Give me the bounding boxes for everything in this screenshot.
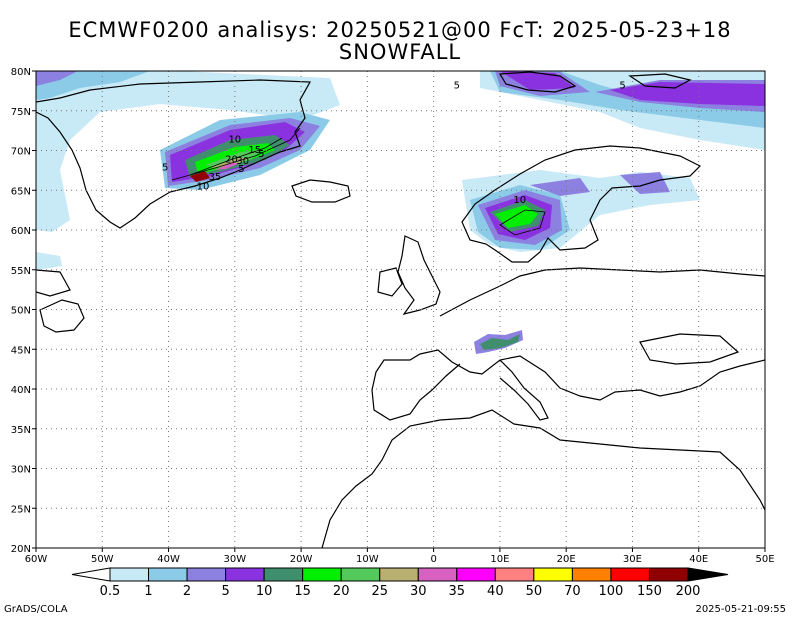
- lat-tick-label: 65N: [11, 186, 31, 197]
- contour-label: 10: [228, 135, 241, 146]
- contour-label: 30: [236, 156, 249, 167]
- contour-label: 15: [248, 145, 261, 156]
- lon-tick-label: 10W: [356, 554, 379, 565]
- colorbar-label: 100: [599, 584, 624, 599]
- colorbar-segment: [648, 567, 689, 582]
- colorbar-label: 40: [487, 584, 504, 599]
- map-frame: [35, 70, 766, 549]
- footer-timestamp: 2025-05-21-09:55: [695, 604, 786, 615]
- colorbar-segment: [225, 567, 265, 582]
- snowfall-contours: [171, 127, 546, 236]
- colorbar-label: 30: [410, 584, 427, 599]
- colorbar-segment: [379, 567, 419, 582]
- colorbar: 0.5 1 2 5 10 15 20 25 30 35 40 50 70 100 150 200: [71, 567, 729, 599]
- lon-tick-label: 50E: [755, 554, 774, 565]
- lat-tick-label: 70N: [11, 147, 31, 158]
- colorbar-label: 20: [333, 584, 350, 599]
- colorbar-segment: [456, 567, 496, 582]
- lat-tick-label: 35N: [11, 425, 31, 436]
- lat-tick-label: 30N: [11, 465, 31, 476]
- snowfall-shading: [36, 71, 765, 354]
- colorbar-segment: [186, 567, 227, 582]
- lat-tick-label: 55N: [11, 266, 31, 277]
- contour-label: 5: [258, 149, 264, 160]
- contour-label: 5: [619, 80, 625, 91]
- colorbar-label: 1: [144, 584, 152, 599]
- lat-tick-label: 50N: [11, 306, 31, 317]
- lon-tick-label: 40W: [157, 554, 180, 565]
- lon-tick-label: 30E: [623, 554, 642, 565]
- lat-tick-label: 60N: [11, 226, 31, 237]
- contour-label: 5: [162, 162, 168, 173]
- lon-tick-label: 20W: [290, 554, 313, 565]
- colorbar-segment: [148, 567, 188, 582]
- lon-tick-label: 50W: [91, 554, 114, 565]
- contour-label: 5: [238, 164, 244, 175]
- colorbar-label: 25: [371, 584, 388, 599]
- colorbar-label: 5: [221, 584, 229, 599]
- colorbar-upper-arrow: [687, 567, 729, 582]
- colorbar-segment: [610, 567, 650, 582]
- coastlines: [36, 71, 765, 548]
- lon-tick-label: 10E: [490, 554, 509, 565]
- colorbar-segment: [494, 567, 535, 582]
- map-subtitle: SNOWFALL: [338, 40, 462, 64]
- colorbar-segment: [263, 567, 304, 582]
- colorbar-segment: [109, 567, 150, 582]
- axis-ticks: 60W 50W 40W 30W 20W 10W 0 10E 20E 30E 40E 50E 20N 25N…: [11, 67, 775, 565]
- lon-tick-label: 20E: [557, 554, 576, 565]
- colorbar-label: 15: [294, 584, 311, 599]
- colorbar-lower-arrow: [71, 567, 111, 582]
- lat-tick-label: 25N: [11, 504, 31, 515]
- lat-tick-label: 40N: [11, 385, 31, 396]
- lon-tick-label: 30W: [224, 554, 247, 565]
- footer-credit: GrADS/COLA: [4, 604, 68, 615]
- colorbar-label: 0.5: [100, 584, 121, 599]
- lat-tick-label: 80N: [11, 67, 31, 78]
- colorbar-segment: [533, 567, 573, 582]
- colorbar-segment: [417, 567, 458, 582]
- contour-label: 5: [454, 80, 460, 91]
- contour-label: 20: [225, 154, 238, 165]
- colorbar-label: 35: [449, 584, 466, 599]
- contour-label: 10: [513, 195, 526, 206]
- colorbar-label: 200: [676, 584, 701, 599]
- lat-tick-label: 75N: [11, 107, 31, 118]
- graticule: [36, 71, 766, 548]
- colorbar-label: 50: [526, 584, 543, 599]
- colorbar-label: 2: [183, 584, 191, 599]
- contour-label: 10: [197, 181, 210, 192]
- contour-label: 35: [209, 172, 222, 183]
- colorbar-label: 150: [637, 584, 662, 599]
- colorbar-segment: [302, 567, 342, 582]
- colorbar-segment: [340, 567, 381, 582]
- lat-tick-label: 20N: [11, 544, 31, 555]
- colorbar-label: 70: [564, 584, 581, 599]
- map-title: ECMWF0200 analisys: 20250521@00 FcT: 202…: [68, 18, 732, 42]
- lat-tick-label: 45N: [11, 345, 31, 356]
- colorbar-label: 10: [256, 584, 273, 599]
- lon-tick-label: 0: [430, 554, 436, 565]
- colorbar-segment: [571, 567, 612, 582]
- lon-tick-label: 40E: [689, 554, 708, 565]
- lon-tick-label: 60W: [25, 554, 48, 565]
